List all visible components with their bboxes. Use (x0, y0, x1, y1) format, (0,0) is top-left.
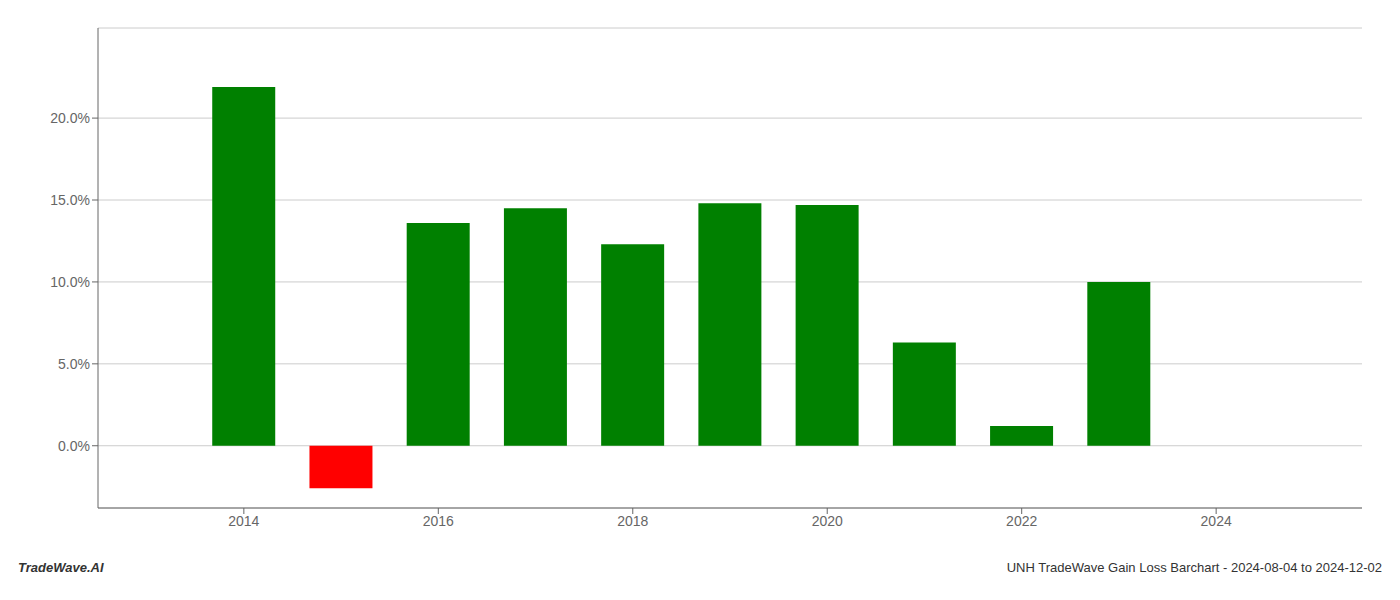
html-text:UNH TradeWave Gain Loss Barcha: UNH TradeWave Gain Loss Barchart - 2024-… (1006, 560, 1382, 575)
svg-text:5.0%: 5.0% (58, 356, 90, 372)
svg-text:0.0%: 0.0% (58, 438, 90, 454)
svg-text:2016: 2016 (423, 513, 454, 529)
svg-text:10.0%: 10.0% (50, 274, 90, 290)
svg-text:15.0%: 15.0% (50, 192, 90, 208)
html-text:TradeWave.AI: TradeWave.AI (18, 560, 104, 575)
svg-text:2022: 2022 (1006, 513, 1037, 529)
svg-text:2018: 2018 (617, 513, 648, 529)
svg-text:2024: 2024 (1201, 513, 1232, 529)
svg-text:2020: 2020 (812, 513, 843, 529)
svg-text:2014: 2014 (228, 513, 259, 529)
svg-text:20.0%: 20.0% (50, 110, 90, 126)
